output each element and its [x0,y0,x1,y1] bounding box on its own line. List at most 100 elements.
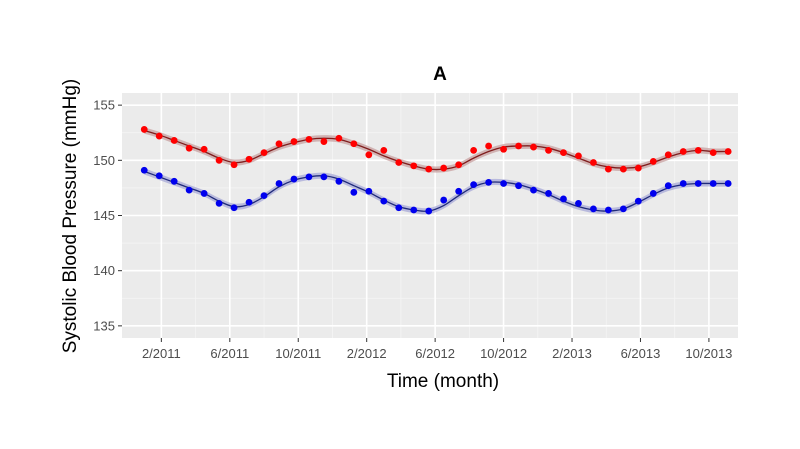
data-point-upper [455,161,463,169]
data-point-upper [604,165,612,173]
grid-lines [122,93,738,338]
data-point-lower [230,204,238,212]
data-point-lower [724,180,732,187]
data-point-upper [320,138,328,145]
data-point-lower [709,180,717,187]
data-point-lower [604,206,612,214]
data-point-lower [649,190,657,197]
data-point-upper [649,158,657,165]
data-point-lower [590,205,597,213]
y-tick-label: 135 [93,318,115,333]
data-point-upper [425,165,433,173]
x-tick-label: 10/2013 [685,346,732,361]
data-point-upper [619,165,627,173]
data-point-upper [590,159,597,166]
data-point-lower [575,199,582,207]
data-point-lower [634,197,642,205]
data-point-upper [155,132,163,140]
data-point-lower [619,205,627,213]
data-points [140,126,732,215]
data-point-lower [410,206,418,214]
data-point-lower [290,175,298,183]
data-point-lower [679,180,687,187]
data-point-upper [560,149,567,156]
data-point-lower [425,207,433,215]
data-point-lower [500,180,507,187]
smooth-lines [144,129,729,212]
x-tick-label: 2/2013 [552,346,592,361]
y-tick-label: 140 [93,263,115,278]
data-point-upper [215,156,223,164]
data-point-upper [709,149,717,156]
data-point-lower [200,190,208,197]
x-tick-label: 10/2012 [480,346,527,361]
confidence-band-lower [144,168,729,215]
data-point-lower [485,178,493,186]
data-point-upper [530,143,537,151]
data-point-upper [395,159,403,166]
data-point-lower [530,186,537,194]
data-point-lower [260,192,268,200]
data-point-lower [275,180,283,187]
data-point-upper [440,164,448,172]
y-tick-label: 150 [93,153,115,168]
data-point-upper [305,135,313,143]
data-point-lower [380,197,388,205]
data-point-upper [679,148,687,155]
data-point-upper [485,142,493,150]
x-tick-label: 6/2013 [621,346,661,361]
data-point-upper [185,144,193,152]
chart-title: A [433,64,447,85]
y-tick-label: 155 [93,98,115,113]
data-point-lower [470,181,478,188]
x-tick-label: 10/2011 [275,346,321,361]
data-point-upper [335,134,343,142]
data-point-lower [560,195,567,203]
data-point-upper [170,137,178,144]
data-point-lower [335,177,343,185]
data-point-lower [320,173,328,181]
data-point-upper [470,146,478,154]
data-point-upper [724,148,732,155]
x-axis: 2/2011 6/2011 10/2011 2/2012 6/2012 10/2012 2/… [142,338,732,361]
data-point-upper [515,142,522,150]
data-point-lower [455,187,463,195]
data-point-upper [365,151,373,159]
data-point-lower [395,204,403,212]
y-axis-title: Systolic Blood Pressure (mmHg) [60,79,81,354]
data-point-lower [245,198,253,206]
data-point-upper [350,140,358,148]
data-point-lower [140,166,148,174]
y-tick-label: 145 [93,208,115,223]
data-point-upper [290,138,298,145]
smooth-line-lower [144,170,729,212]
data-point-upper [575,152,582,160]
data-point-upper [500,145,507,153]
data-point-lower [694,180,702,187]
smooth-line-upper [144,129,729,171]
data-point-lower [305,173,313,181]
data-point-upper [140,126,148,133]
x-tick-label: 6/2012 [415,346,455,361]
data-point-upper [260,149,268,156]
data-point-upper [245,155,253,163]
data-point-upper [380,146,388,154]
data-point-upper [200,145,208,153]
data-point-lower [350,188,358,196]
data-point-lower [545,190,552,197]
data-point-lower [215,199,223,207]
data-point-lower [365,187,373,195]
confidence-bands [144,127,729,215]
data-point-upper [275,140,283,148]
x-tick-label: 2/2012 [347,346,387,361]
data-point-lower [185,186,193,194]
data-point-lower [515,182,522,190]
data-point-lower [155,172,163,180]
data-point-upper [410,162,418,170]
data-point-upper [664,151,672,159]
data-point-upper [694,146,702,154]
confidence-band-upper [144,127,729,173]
data-point-upper [545,146,552,154]
data-point-lower [170,177,178,185]
